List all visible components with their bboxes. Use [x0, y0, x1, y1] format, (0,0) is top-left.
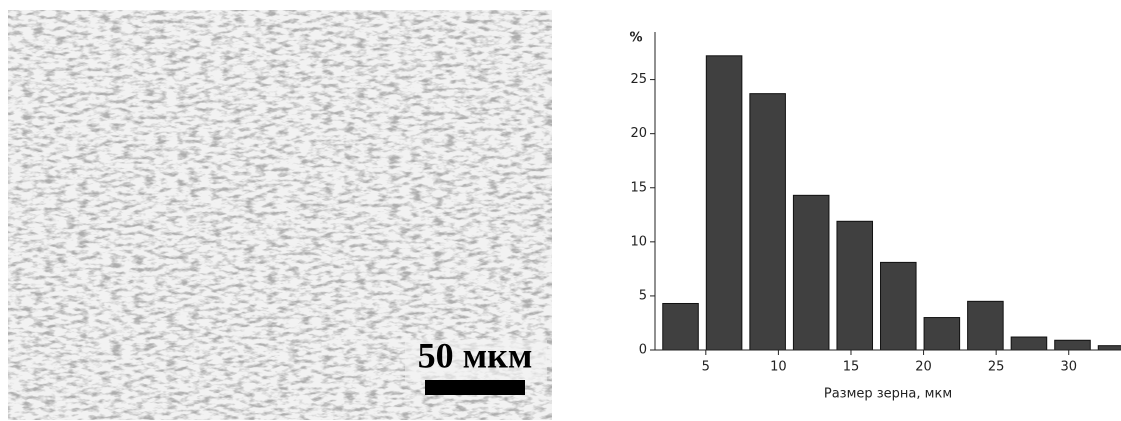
- bar: [836, 220, 874, 351]
- bars: [662, 55, 1121, 351]
- scale-label: 50 мкм: [418, 335, 533, 375]
- y-tick-label: 10: [630, 234, 647, 249]
- bar: [967, 300, 1004, 351]
- y-axis-label: %: [629, 31, 642, 46]
- x-axis-label: Размер зерна, мкм: [824, 387, 952, 402]
- bar: [705, 55, 743, 351]
- y-tick-label: 5: [639, 288, 647, 303]
- bar: [1054, 339, 1091, 351]
- x-tick-label: 10: [770, 360, 787, 375]
- bar: [923, 317, 961, 351]
- bar: [792, 194, 830, 351]
- x-tick-label: 30: [1060, 360, 1077, 375]
- micrograph: 50 мкм: [8, 10, 552, 420]
- bar: [880, 261, 917, 351]
- scale-backdrop: [405, 340, 547, 382]
- y-tick-label: 0: [639, 343, 647, 358]
- bar: [749, 93, 786, 351]
- y-tick-label: 25: [630, 72, 647, 87]
- histogram: 0 5 10 15 20 25 5 10 15 20 25 30% Размер зерна, мкм: [629, 31, 1121, 402]
- bar: [662, 302, 699, 351]
- x-tick-label: 15: [843, 360, 860, 375]
- x-tick-label: 5: [702, 360, 710, 375]
- x-tick-label: 20: [915, 360, 932, 375]
- bar: [1097, 345, 1121, 351]
- scale-bar: [425, 380, 525, 395]
- y-tick-label: 15: [630, 180, 647, 195]
- x-tick-label: 25: [988, 360, 1005, 375]
- bar: [1010, 336, 1048, 351]
- y-tick-label: 20: [630, 126, 647, 141]
